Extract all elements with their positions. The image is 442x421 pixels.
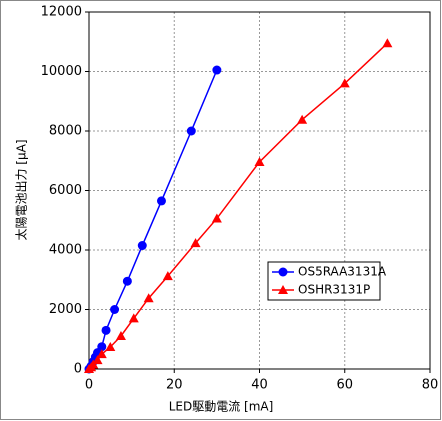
marker [186, 126, 196, 136]
marker [297, 114, 308, 124]
y-tick-label: 2000 [49, 302, 82, 317]
marker [97, 342, 107, 352]
marker [156, 196, 166, 206]
x-tick-label: 60 [336, 378, 353, 393]
marker [122, 276, 132, 286]
marker [115, 330, 126, 340]
marker [278, 267, 288, 277]
marker [254, 156, 265, 166]
y-tick-label: 12000 [41, 5, 82, 20]
x-tick-label: 0 [85, 378, 93, 393]
plot-border [88, 11, 431, 370]
x-tick-label: 40 [251, 378, 268, 393]
marker [143, 293, 154, 303]
marker [212, 65, 222, 75]
y-tick-label: 6000 [49, 183, 82, 198]
y-tick-label: 4000 [49, 243, 82, 258]
x-axis-label: LED駆動電流 [mA] [169, 400, 274, 414]
legend-label: OS5RAA3131A [298, 265, 387, 279]
y-tick-label: 8000 [49, 124, 82, 139]
marker [278, 285, 288, 294]
marker [110, 305, 120, 314]
marker [190, 238, 201, 248]
marker [128, 313, 139, 323]
marker [101, 325, 111, 335]
marker [96, 349, 107, 359]
marker [137, 241, 147, 251]
x-tick-label: 80 [422, 378, 439, 393]
x-tick-label: 20 [166, 378, 183, 393]
marker [105, 341, 116, 351]
y-tick-label: 10000 [41, 64, 82, 79]
marker [382, 38, 393, 48]
marker [339, 78, 350, 88]
y-tick-label: 0 [74, 362, 82, 377]
marker [162, 271, 173, 281]
marker [92, 355, 103, 365]
legend-label: OSHR3131P [298, 283, 370, 297]
y-axis-label: 太陽電池出力 [μA] [14, 139, 29, 240]
marker [211, 213, 222, 223]
